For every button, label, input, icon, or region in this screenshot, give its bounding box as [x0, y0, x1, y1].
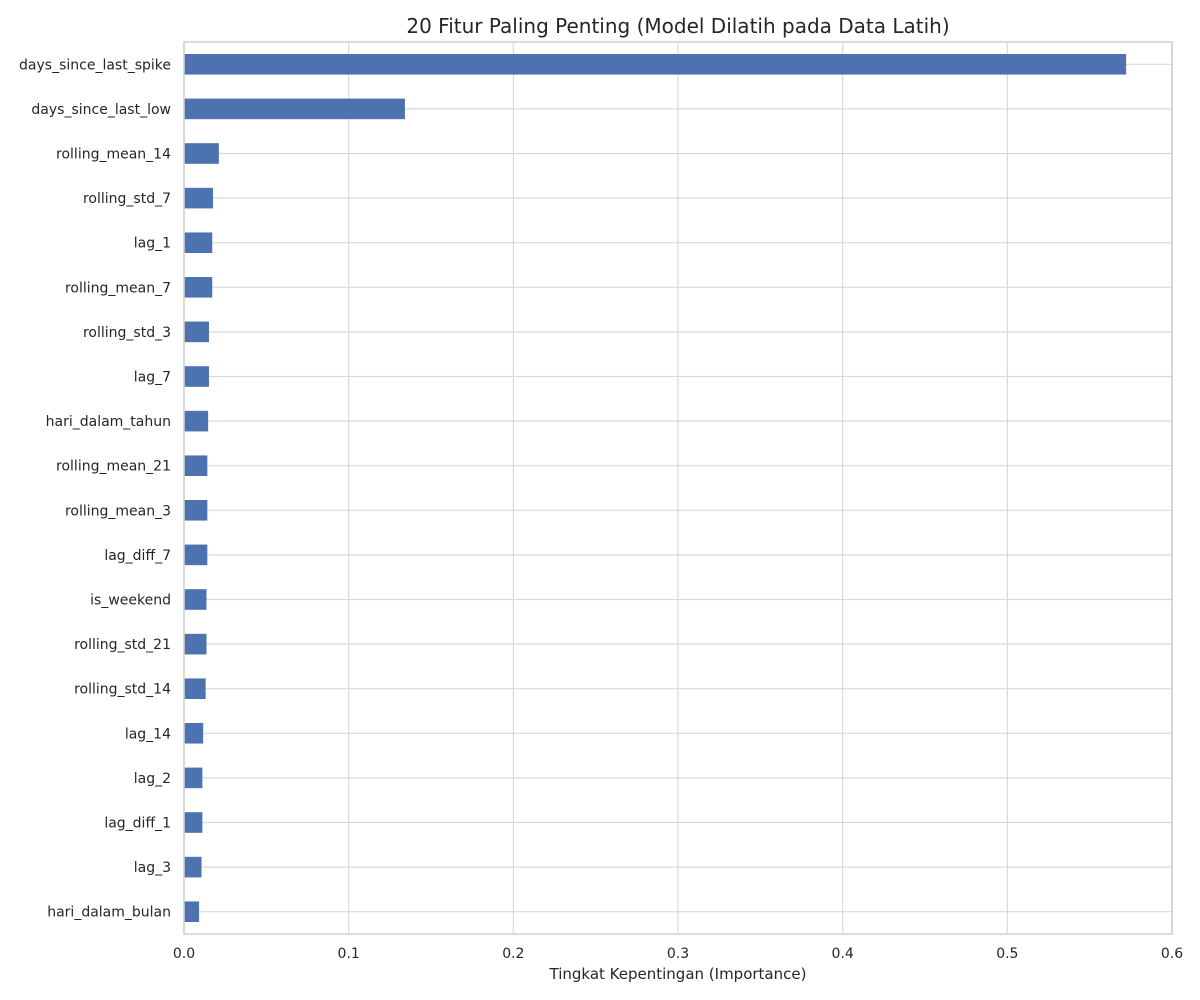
y-tick-label: lag_diff_1: [104, 816, 171, 832]
bar-lag-14: [183, 723, 204, 744]
y-tick-label: rolling_std_14: [74, 682, 171, 698]
x-tick-label: 0.2: [502, 946, 524, 962]
y-tick-label: lag_7: [134, 370, 171, 386]
y-tick-label: hari_dalam_bulan: [47, 905, 171, 921]
y-tick-label: rolling_mean_21: [56, 459, 171, 475]
y-tick-label: lag_1: [134, 236, 171, 252]
y-tick-label: rolling_mean_7: [65, 280, 171, 296]
y-tick-labels: days_since_last_spike days_since_last_low…: [19, 57, 171, 920]
x-axis-label: Tingkat Kepentingan (Importance): [549, 965, 807, 983]
bar-hari-dalam-bulan: [183, 901, 200, 922]
x-tick-label: 0.4: [832, 946, 854, 962]
bar-hari-dalam-tahun: [183, 410, 209, 432]
x-tick-label: 0.5: [996, 946, 1018, 962]
y-tick-label: rolling_std_3: [83, 325, 171, 341]
bar-lag-3: [183, 856, 202, 878]
y-tick-label: is_weekend: [90, 593, 171, 609]
bar-days-since-last-low: [183, 98, 405, 120]
y-tick-label: lag_3: [134, 860, 171, 876]
y-tick-label: lag_2: [134, 771, 171, 787]
x-tick-label: 0.0: [173, 946, 195, 962]
bar-rolling-mean-21: [183, 455, 208, 476]
bar-rolling-std-21: [183, 633, 207, 655]
x-tick-label: 0.6: [1161, 946, 1183, 962]
bar-rolling-std-14: [183, 678, 206, 699]
x-tick-label: 0.1: [338, 946, 360, 962]
y-tick-label: days_since_last_spike: [19, 57, 171, 73]
bar-rolling-std-7: [183, 187, 214, 209]
bar-lag-diff-1: [183, 812, 203, 833]
bar-rolling-mean-3: [183, 500, 208, 521]
x-tick-label: 0.3: [667, 946, 689, 962]
bar-rolling-mean-14: [183, 143, 219, 164]
y-tick-label: hari_dalam_tahun: [46, 414, 171, 430]
grid-layer: [183, 42, 1173, 934]
bar-layer: [183, 54, 1127, 922]
bar-rolling-mean-7: [183, 277, 213, 298]
bar-lag-7: [183, 366, 209, 387]
x-tick-labels: 0.0 0.1 0.2 0.3 0.4 0.5 0.6: [173, 946, 1183, 962]
plot-frame: [183, 41, 1173, 935]
y-tick-label: lag_diff_7: [104, 548, 171, 564]
y-tick-label: rolling_std_7: [83, 191, 171, 207]
bar-is-weekend: [183, 589, 207, 610]
bar-days-since-last-spike: [183, 54, 1127, 75]
bar-lag-diff-7: [183, 544, 208, 566]
bar-lag-1: [183, 232, 213, 253]
y-tick-label: days_since_last_low: [31, 102, 171, 118]
y-tick-label: rolling_mean_3: [65, 503, 171, 519]
bar-rolling-std-3: [183, 321, 209, 343]
y-tick-label: rolling_std_21: [74, 637, 171, 653]
bar-lag-2: [183, 767, 203, 789]
y-tick-label: lag_14: [125, 726, 171, 742]
chart-title: 20 Fitur Paling Penting (Model Dilatih p…: [406, 14, 949, 38]
y-tick-label: rolling_mean_14: [56, 147, 171, 163]
